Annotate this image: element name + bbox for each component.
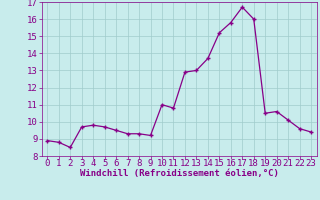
X-axis label: Windchill (Refroidissement éolien,°C): Windchill (Refroidissement éolien,°C) [80, 169, 279, 178]
